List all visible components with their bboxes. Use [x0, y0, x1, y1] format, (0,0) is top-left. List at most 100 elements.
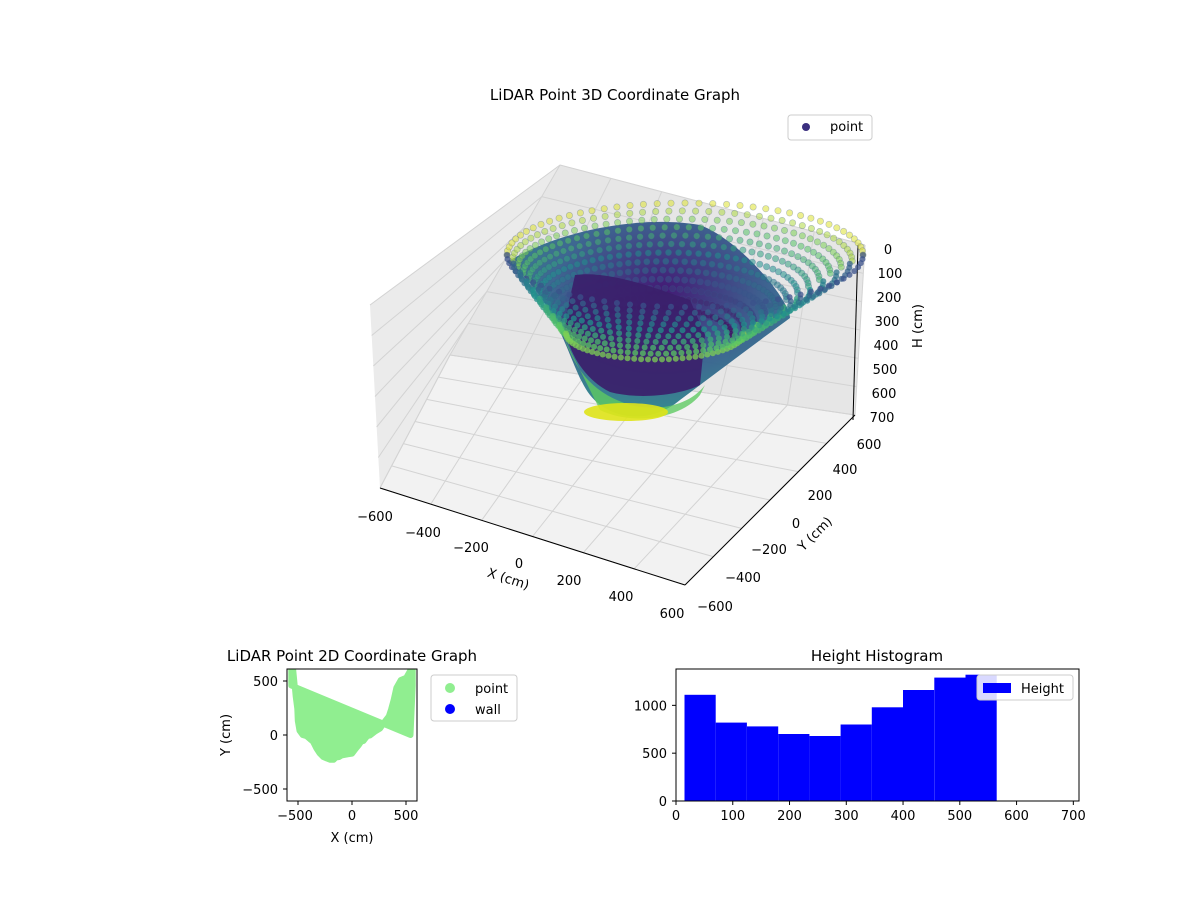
point-marker: [637, 224, 645, 232]
point-marker: [833, 279, 840, 286]
point-marker: [775, 296, 781, 303]
point-marker: [746, 238, 754, 246]
point-marker: [614, 306, 621, 313]
point-marker: [846, 271, 853, 278]
point-marker: [784, 260, 792, 268]
legend-label-height: Height: [1021, 682, 1064, 697]
point-marker: [664, 275, 672, 283]
point-marker: [616, 330, 623, 337]
point-marker: [723, 302, 730, 309]
point-marker: [556, 321, 563, 328]
point-marker: [602, 304, 609, 311]
histogram-bar: [715, 722, 747, 801]
point-marker: [690, 287, 698, 295]
point-marker: [653, 200, 661, 208]
x-tick-label-hist: 400: [891, 809, 916, 824]
point-marker: [723, 329, 730, 336]
point-marker: [685, 349, 692, 356]
chart-3d: LiDAR Point 3D Coordinate Graph −600 −40…: [357, 86, 926, 622]
point-marker: [693, 348, 700, 355]
point-marker: [596, 321, 603, 328]
point-marker: [717, 261, 725, 269]
point-marker: [742, 228, 750, 236]
point-marker: [797, 291, 804, 298]
point-marker: [636, 233, 644, 241]
point-marker: [625, 343, 632, 350]
point-marker: [667, 240, 675, 248]
y-axis-label: Y (cm): [795, 514, 836, 555]
point-marker: [617, 354, 624, 361]
legend-3d: point: [787, 114, 873, 141]
point-marker: [798, 232, 806, 240]
point-marker: [739, 246, 747, 254]
histogram-bar: [871, 707, 903, 801]
point-marker: [633, 344, 640, 350]
point-marker: [743, 211, 751, 219]
point-marker: [550, 260, 558, 268]
point-marker: [710, 242, 718, 250]
point-marker: [786, 294, 793, 301]
point-marker: [682, 304, 688, 310]
point-marker: [615, 324, 622, 331]
point-marker: [549, 225, 557, 233]
point-marker: [568, 219, 576, 227]
point-marker: [556, 257, 564, 265]
point-marker: [851, 268, 858, 275]
point-marker: [652, 309, 659, 316]
point-marker: [732, 255, 740, 263]
point-marker: [652, 356, 658, 363]
legend-label-wall: wall: [475, 703, 501, 718]
point-marker: [570, 252, 578, 260]
point-marker: [786, 209, 794, 217]
point-marker: [736, 236, 744, 244]
histogram-bar: [934, 677, 966, 801]
point-marker: [695, 199, 703, 207]
point-marker: [747, 268, 755, 276]
point-marker: [607, 329, 613, 336]
point-marker: [678, 207, 686, 215]
point-marker: [602, 220, 610, 228]
x-tick-label-hist: 300: [834, 809, 859, 824]
point-marker: [581, 324, 588, 331]
point-marker: [724, 313, 731, 320]
point-marker: [708, 341, 715, 348]
point-marker: [681, 276, 689, 284]
point-marker: [690, 258, 698, 266]
point-marker: [717, 319, 724, 326]
y-tick-label: −200: [751, 543, 787, 558]
point-marker: [658, 344, 665, 351]
point-marker: [685, 249, 693, 257]
point-marker: [541, 228, 549, 236]
point-marker: [626, 319, 633, 326]
point-marker: [706, 320, 713, 327]
x-tick-label: −600: [357, 510, 393, 525]
point-marker: [527, 234, 535, 242]
y-tick-label-hist: 1000: [634, 699, 667, 714]
point-marker: [766, 302, 773, 309]
point-marker: [605, 245, 613, 253]
point-marker: [589, 296, 595, 303]
point-marker: [512, 235, 520, 243]
point-marker: [704, 289, 712, 297]
point-marker: [668, 327, 675, 334]
legend-histogram: Height: [976, 674, 1074, 701]
point-marker: [550, 292, 557, 299]
point-marker: [758, 308, 764, 315]
point-marker: [567, 244, 575, 252]
y-tick-label: −400: [725, 571, 761, 586]
point-marker: [601, 340, 608, 347]
point-marker: [663, 215, 671, 223]
point-marker: [613, 203, 621, 211]
x-tick-label: 600: [660, 607, 685, 622]
point-marker: [563, 313, 570, 320]
point-marker: [689, 338, 696, 344]
point-marker: [816, 217, 824, 225]
point-marker: [563, 330, 569, 337]
point-marker: [699, 241, 707, 249]
point-marker: [705, 208, 713, 216]
point-marker: [560, 265, 568, 273]
point-marker: [797, 242, 805, 250]
y-tick-label: 0: [792, 517, 800, 532]
point-marker: [840, 275, 847, 282]
point-marker: [549, 270, 557, 278]
